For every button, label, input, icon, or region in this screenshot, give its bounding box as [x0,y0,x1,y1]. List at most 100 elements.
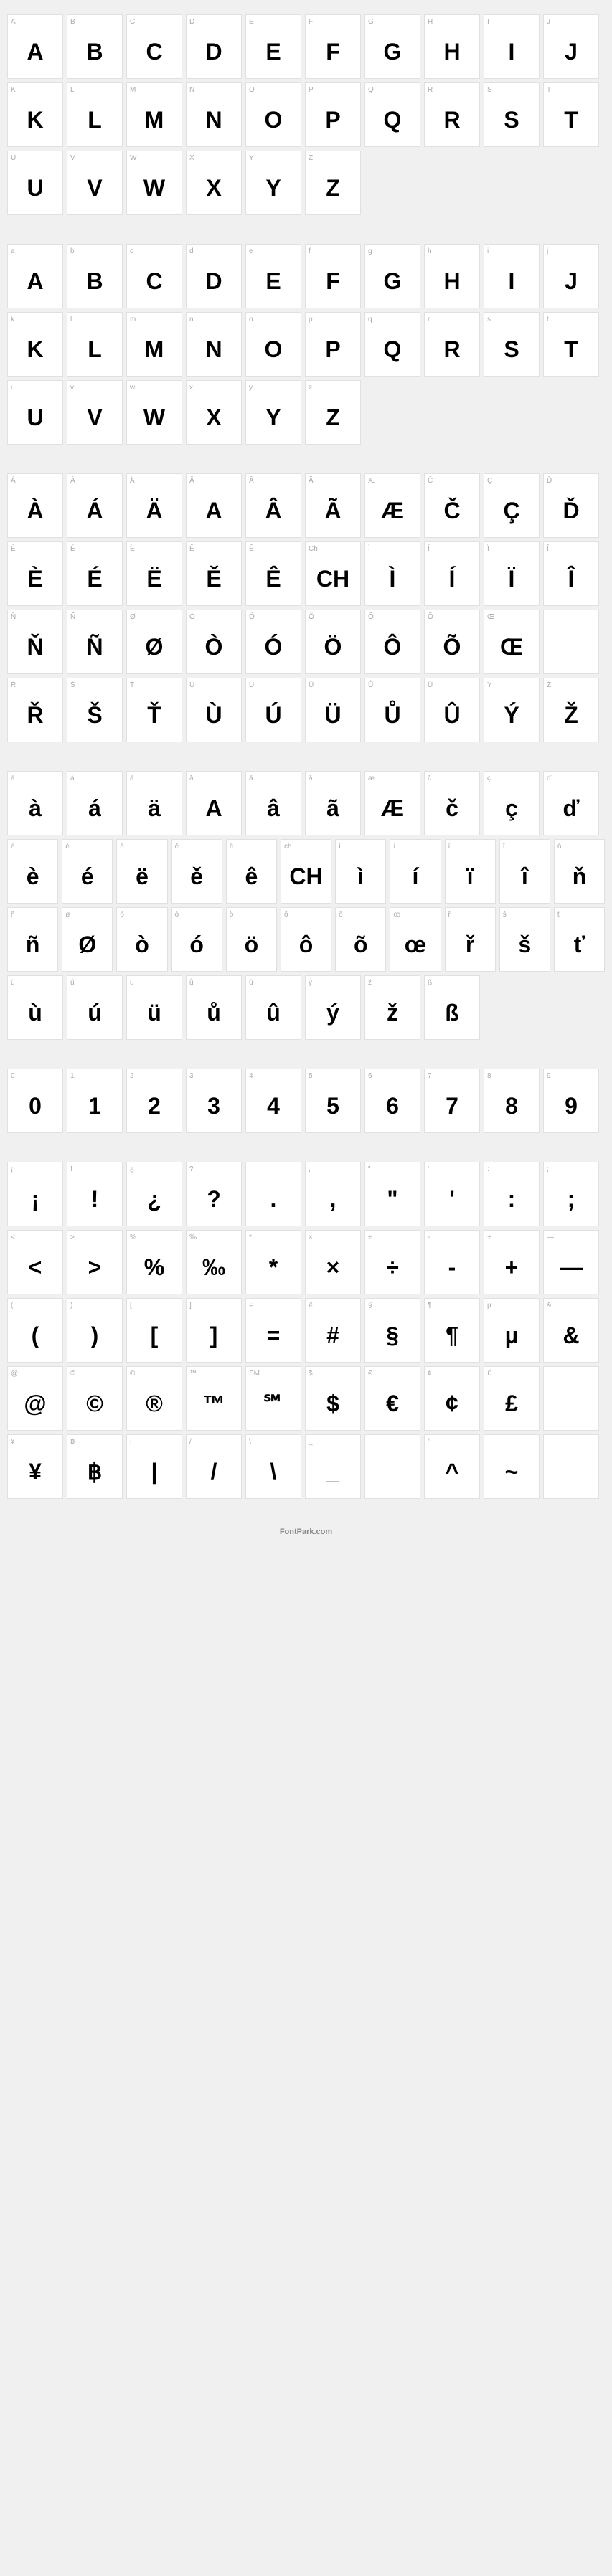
glyph-label: Ì [368,545,417,555]
glyph: Œ [487,623,536,671]
glyph-label: 4 [249,1072,298,1082]
glyph-cell: ââ [245,771,301,835]
glyph-cell: KK [7,82,63,147]
glyph-cell: 11 [67,1069,123,1133]
glyph: L [70,96,119,143]
glyph-label: ÷ [368,1233,417,1244]
glyph-label: $ [309,1370,357,1380]
glyph-cell: êê [226,839,277,904]
glyph: < [11,1244,60,1291]
glyph-label: 2 [130,1072,179,1082]
glyph: à [11,785,60,832]
glyph: ] [189,1312,238,1359]
glyph: X [189,164,238,212]
glyph-label: v [70,384,119,394]
glyph-label: j [547,247,595,257]
glyph: ¢ [428,1380,476,1427]
glyph: Ň [11,623,60,671]
glyph-cell: áá [67,771,123,835]
glyph: Â [249,487,298,534]
glyph-label: Ě [189,545,238,555]
glyph: K [11,326,60,373]
glyph-cell: ©© [67,1366,123,1431]
glyph-label: Q [368,86,417,96]
glyph: R [428,326,476,373]
glyph: 1 [70,1082,119,1130]
glyph-label: × [309,1233,357,1244]
glyph: Ú [249,691,298,739]
glyph: Ã [309,487,357,534]
glyph-label: Î [547,545,595,555]
glyph-row: ŇŇÑÑØØÒÒÓÓÖÖÔÔÕÕŒŒ [7,610,605,674]
glyph-label: ' [428,1165,476,1175]
glyph-label: S [487,86,536,96]
glyph: W [130,394,179,441]
glyph: - [428,1244,476,1291]
glyph-label: É [70,545,119,555]
glyph-label: À [11,477,60,487]
glyph: I [487,257,536,305]
glyph-label: SM [249,1370,298,1380]
glyph: : [487,1175,536,1223]
glyph-label: D [189,18,238,28]
glyph-label: a [11,247,60,257]
glyph-row: <<>>%%‰‰**××÷÷--++—— [7,1230,605,1294]
glyph: > [70,1244,119,1291]
glyph-cell: ůů [186,975,242,1040]
glyph: © [70,1380,119,1427]
glyph-cell: .. [245,1162,301,1226]
glyph: ž [368,989,417,1036]
glyph-cell: ĂA [186,473,242,538]
glyph-label: k [11,316,60,326]
glyph: ô [284,921,328,968]
glyph-cell: ČČ [424,473,480,538]
glyph: ú [70,989,119,1036]
glyph-cell: iI [484,244,540,308]
glyph-label: r [428,316,476,326]
glyph-label: n [189,316,238,326]
glyph-cell [364,1434,420,1499]
glyph: µ [487,1312,536,1359]
glyph: Æ [368,785,417,832]
glyph-label: û [249,979,298,989]
glyph-label: H [428,18,476,28]
glyph-row: èèééëëěěêêchCHììííïïîîňň [7,839,605,904]
glyph-label: œ [393,911,437,921]
glyph-row: ààááääăAââããæÆččççďď [7,771,605,835]
glyph-cell: ¢¢ [424,1366,480,1431]
glyph-label: Ö [309,613,357,623]
glyph: ® [130,1380,179,1427]
glyph: G [368,257,417,305]
glyph: F [309,28,357,75]
glyph: Z [309,394,357,441]
glyph-cell: ÓÓ [245,610,301,674]
glyph-label: ó [175,911,219,921]
glyph-label: Á [70,477,119,487]
character-map: AABBCCDDEEFFGGHHIIJJKKLLMMNNOOPPQQRRSSTT… [7,14,605,1499]
glyph-label: ^ [428,1438,476,1448]
glyph-label: L [70,86,119,96]
glyph-cell: ŘŘ [7,678,63,742]
glyph-label: ü [130,979,179,989]
glyph-label: / [189,1438,238,1448]
glyph-cell: ťť [554,907,605,972]
glyph: Í [428,555,476,602]
glyph-label: ö [230,911,273,921]
glyph-cell: 55 [305,1069,361,1133]
glyph-label: ) [70,1302,119,1312]
glyph-label: A [11,18,60,28]
glyph: _ [309,1448,357,1495]
glyph-cell: —— [543,1230,599,1294]
glyph-cell: << [7,1230,63,1294]
glyph-cell: ŒŒ [484,610,540,674]
glyph: Č [428,487,476,534]
glyph: G [368,28,417,75]
glyph: " [368,1175,417,1223]
glyph-label: Õ [428,613,476,623]
glyph-cell: ZZ [305,151,361,215]
glyph-cell: ‰‰ [186,1230,242,1294]
glyph-label: e [249,247,298,257]
glyph: M [130,96,179,143]
glyph-label: Ý [487,681,536,691]
glyph-cell: pP [305,312,361,377]
